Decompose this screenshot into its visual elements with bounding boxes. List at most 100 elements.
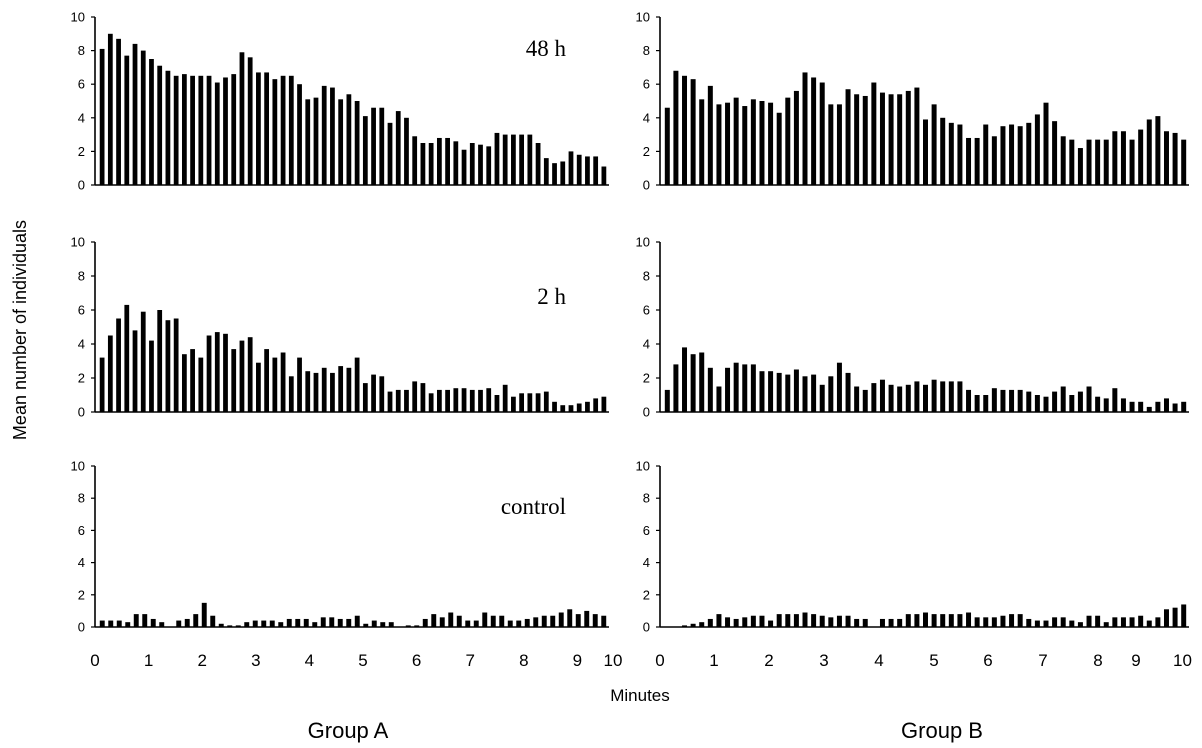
bar: [346, 94, 352, 185]
x-tick-label: 5: [358, 651, 367, 670]
bar: [948, 381, 954, 412]
x-tick-label: 7: [1038, 651, 1047, 670]
bar: [159, 622, 165, 627]
bar: [214, 82, 220, 185]
bar: [897, 94, 903, 185]
bar: [280, 352, 286, 412]
bar: [256, 72, 261, 185]
bar: [1138, 401, 1144, 412]
bar: [914, 614, 920, 627]
bar: [1069, 139, 1075, 185]
bar: [1086, 386, 1092, 412]
bar-panel: 0 2 4 6 8 10 control: [71, 459, 609, 635]
bar: [239, 52, 245, 185]
bar: [550, 615, 556, 627]
y-tick-label: 0: [78, 620, 85, 635]
bar: [157, 65, 163, 185]
bar: [1086, 615, 1092, 627]
bar: [404, 389, 409, 412]
y-tick-label: 8: [78, 491, 85, 506]
bar-panel: 0 2 4 6 8 10: [636, 459, 1189, 635]
bar: [811, 77, 817, 185]
x-tick-label: 7: [465, 651, 474, 670]
bar: [132, 43, 138, 185]
bar: [1155, 617, 1161, 627]
bar: [116, 620, 122, 627]
bar: [601, 396, 607, 412]
bar: [99, 357, 105, 412]
bar: [862, 389, 868, 412]
x-tick-label: 8: [519, 651, 528, 670]
bar: [682, 347, 688, 412]
bar: [673, 364, 679, 412]
bar: [592, 614, 598, 627]
bar: [879, 92, 885, 185]
bar: [576, 154, 582, 185]
bar: [543, 391, 549, 412]
bar: [420, 383, 426, 412]
bar: [862, 618, 868, 627]
bar: [305, 99, 311, 185]
bar-panel: 0 2 4 6 8 10 48 h: [71, 10, 609, 193]
bar: [845, 89, 851, 185]
bar: [329, 617, 335, 627]
y-tick-label: 2: [643, 144, 650, 159]
bar: [482, 612, 488, 627]
bar: [1095, 139, 1101, 185]
bar: [388, 622, 394, 627]
bar: [811, 374, 817, 412]
bar: [568, 405, 574, 412]
bar: [288, 376, 294, 412]
bar: [991, 136, 997, 185]
bar: [957, 124, 963, 185]
bar: [966, 612, 972, 627]
group-a-label: Group A: [308, 718, 389, 743]
bar: [346, 618, 352, 627]
bar: [379, 376, 385, 412]
bar: [1017, 389, 1023, 412]
bar: [264, 72, 270, 185]
bar: [305, 371, 311, 412]
bar: [664, 107, 670, 185]
bar: [133, 614, 139, 627]
bar: [1034, 620, 1040, 627]
bar: [1026, 391, 1032, 412]
bar: [181, 354, 187, 412]
y-tick-label: 0: [643, 178, 650, 193]
bar: [1052, 391, 1058, 412]
bar: [173, 75, 179, 185]
bar: [190, 75, 195, 185]
bar: [601, 615, 607, 627]
bar: [888, 618, 894, 627]
bar: [974, 395, 980, 412]
x-tick-label: 2: [197, 651, 206, 670]
bar: [568, 151, 574, 185]
bar: [1034, 114, 1040, 185]
bar: [966, 389, 972, 412]
bar: [1172, 607, 1178, 627]
bar: [768, 102, 774, 185]
bar: [862, 95, 868, 185]
bar: [461, 149, 467, 185]
y-tick-label: 6: [643, 303, 650, 318]
bar: [759, 101, 765, 185]
bar: [811, 614, 817, 627]
bar: [1155, 116, 1161, 185]
y-tick-label: 8: [643, 269, 650, 284]
bar: [173, 318, 179, 412]
bar: [354, 101, 360, 185]
bar: [1120, 617, 1126, 627]
bar: [223, 333, 228, 412]
bar: [1009, 614, 1015, 627]
bar: [1077, 622, 1083, 627]
x-tick-label: 6: [412, 651, 421, 670]
bar: [181, 74, 187, 185]
bar: [552, 401, 557, 412]
bar: [1009, 389, 1015, 412]
y-tick-label: 6: [643, 77, 650, 92]
bar: [132, 330, 138, 412]
bar: [1060, 386, 1066, 412]
bar: [1181, 604, 1187, 627]
bar: [150, 618, 156, 627]
bar: [828, 376, 834, 412]
